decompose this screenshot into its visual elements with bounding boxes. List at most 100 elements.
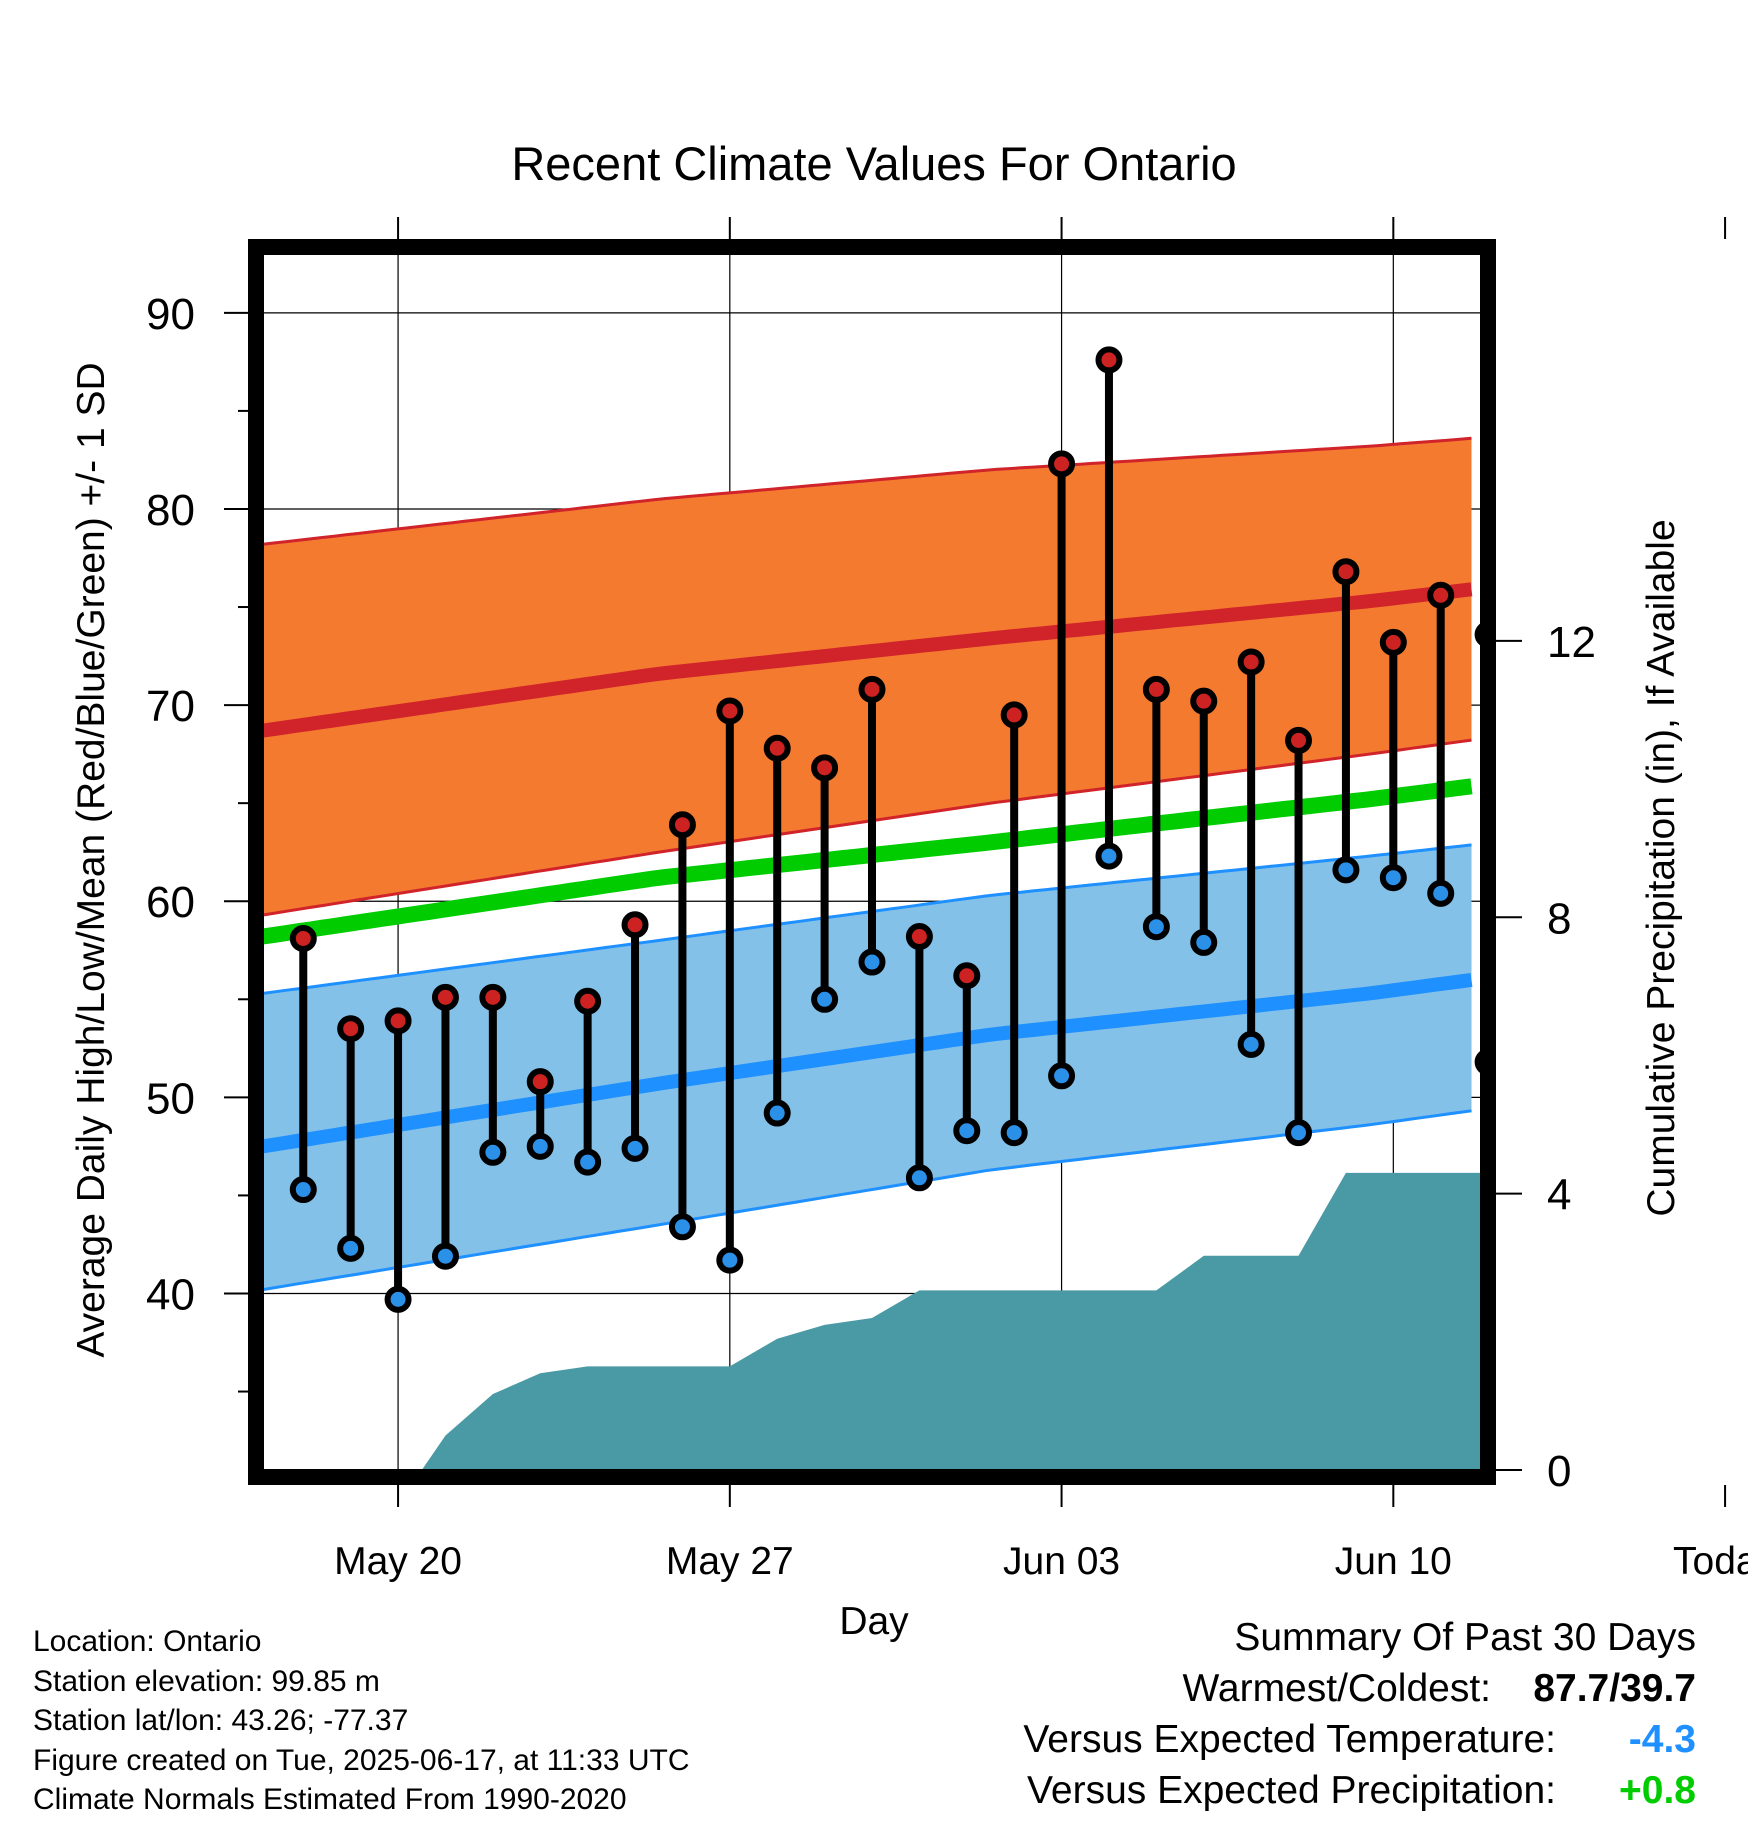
elevation-text: Station elevation: 99.85 m	[33, 1664, 380, 1698]
plot-content: 1 SD: ±7.2°F Avg: 77.4°F 1 SD: ±6.6°F Avg: 57.7…	[263, 254, 1748, 1470]
low-avg-label: Avg:	[1743, 959, 1748, 998]
daily-high-point	[905, 923, 933, 951]
y-tick-label-left: 60	[146, 878, 195, 927]
location-text: Location: Ontario	[33, 1625, 262, 1658]
daily-high-point	[621, 911, 649, 939]
daily-low-point	[1095, 842, 1123, 870]
daily-high-point	[479, 983, 507, 1011]
x-tick-label: May 27	[666, 1540, 794, 1583]
low-sd-band	[263, 844, 1472, 1290]
temp-value: -4.3	[1628, 1718, 1696, 1761]
low-upper-line	[263, 843, 1472, 995]
x-tick-label: Today	[1673, 1540, 1748, 1583]
chart-title: Recent Climate Values For Ontario	[511, 137, 1236, 190]
daily-low-point	[1572, 1018, 1593, 1039]
daily-low-point	[526, 1132, 554, 1160]
high-lower-line	[263, 738, 1472, 917]
daily-high-point	[574, 987, 602, 1015]
daily-high-point	[763, 734, 791, 762]
daily-low-point	[621, 1134, 649, 1162]
daily-high-point	[1237, 648, 1265, 676]
normals-text: Climate Normals Estimated From 1990-2020	[33, 1783, 627, 1816]
daily-high-point	[1525, 848, 1546, 869]
temp-label: Versus Expected Temperature:	[1023, 1718, 1556, 1761]
daily-low-point	[479, 1138, 507, 1166]
daily-low-point	[668, 1213, 696, 1241]
daily-high-point	[1620, 679, 1641, 700]
daily-high-point	[1427, 581, 1455, 609]
daily-high-point	[289, 924, 317, 952]
daily-low-point	[289, 1176, 317, 1204]
daily-high-point	[1572, 742, 1593, 763]
station-info: Location: Ontario Station elevation: 99.…	[33, 1622, 690, 1820]
daily-high-point	[953, 962, 981, 990]
daily-high-point	[668, 811, 696, 839]
plot-frame	[248, 239, 1496, 1485]
daily-low-point	[1190, 928, 1218, 956]
summary-precip-row: Versus Expected Precipitation: +0.8	[1023, 1765, 1696, 1816]
y-axis-label-right: Cumulative Precipitation (in), If Availa…	[1640, 519, 1683, 1216]
daily-low-point	[858, 948, 886, 976]
daily-low-point	[905, 1164, 933, 1192]
y-tick-label-right: 0	[1547, 1447, 1571, 1496]
daily-low-point	[1620, 997, 1641, 1018]
summary-panel: Summary Of Past 30 Days Warmest/Coldest:…	[1023, 1612, 1696, 1816]
days-count-label: 30	[1739, 1381, 1748, 1420]
daily-high-point	[1142, 675, 1170, 703]
daily-low-point	[1379, 864, 1407, 892]
y-tick-label-right: 12	[1547, 618, 1596, 667]
y-tick-label-left: 90	[146, 290, 195, 339]
daily-low-point	[431, 1242, 459, 1270]
latlon-text: Station lat/lon: 43.26; -77.37	[33, 1704, 409, 1737]
daily-low-point	[1525, 1050, 1546, 1071]
high-upper-line	[263, 436, 1472, 546]
daily-high-point	[1379, 628, 1407, 656]
warmest-value: 87.7/39.7	[1533, 1667, 1696, 1710]
summary-heading: Summary Of Past 30 Days	[1234, 1616, 1696, 1659]
daily-low-point	[763, 1099, 791, 1127]
days-count-unit: Days	[1739, 1427, 1748, 1466]
high-avg-value: 77.4°F	[1743, 603, 1748, 642]
daily-high-point	[337, 1015, 365, 1043]
x-tick-label: Jun 03	[1003, 1540, 1120, 1583]
daily-low-point	[1000, 1119, 1028, 1147]
low-avg-value: 57.7°F	[1743, 1001, 1748, 1040]
low-average-line	[263, 972, 1473, 1154]
daily-low-point	[574, 1148, 602, 1176]
warmest-label: Warmest/Coldest:	[1182, 1667, 1491, 1710]
daily-low-point	[953, 1117, 981, 1145]
high-sd-value: ±7.2°F	[1743, 480, 1748, 519]
y-tick-label-right: 4	[1547, 1171, 1571, 1220]
daily-high-point	[1000, 701, 1028, 729]
daily-low-point	[811, 985, 839, 1013]
y-tick-label-left: 50	[146, 1074, 195, 1123]
daily-high-point	[384, 1007, 412, 1035]
summary-temp-row: Versus Expected Temperature: -4.3	[1023, 1714, 1696, 1765]
daily-high-point	[1332, 558, 1360, 586]
y-tick-label-left: 40	[146, 1270, 195, 1319]
daily-low-point	[1237, 1030, 1265, 1058]
low-sd-label: 1 SD:	[1743, 835, 1748, 874]
daily-high-point	[858, 675, 886, 703]
high-average-line	[263, 582, 1473, 738]
precipitation-area	[303, 1172, 1481, 1470]
daily-low-point	[716, 1246, 744, 1274]
daily-high-point	[1285, 726, 1313, 754]
today-low-normal-point	[1711, 932, 1739, 960]
daily-low-point	[1142, 913, 1170, 941]
plot-area: 1 SD: ±7.2°F Avg: 77.4°F 1 SD: ±6.6°F Avg: 57.7…	[146, 217, 1748, 1583]
daily-high-point	[811, 754, 839, 782]
y-tick-label-left: 80	[146, 486, 195, 535]
daily-high-point	[526, 1068, 554, 1096]
daily-high-point	[716, 697, 744, 725]
daily-high-point	[1095, 346, 1123, 374]
y-axis-label-left: Average Daily High/Low/Mean (Red/Blue/Gr…	[70, 362, 113, 1357]
x-tick-label: Jun 10	[1335, 1540, 1452, 1583]
daily-low-point	[384, 1285, 412, 1313]
mean-line	[263, 778, 1473, 945]
summary-warmest-row: Warmest/Coldest: 87.7/39.7	[1023, 1663, 1696, 1714]
high-sd-label: 1 SD:	[1743, 438, 1748, 477]
y-tick-label-right: 8	[1547, 894, 1571, 943]
precip-value: +0.8	[1619, 1769, 1696, 1812]
